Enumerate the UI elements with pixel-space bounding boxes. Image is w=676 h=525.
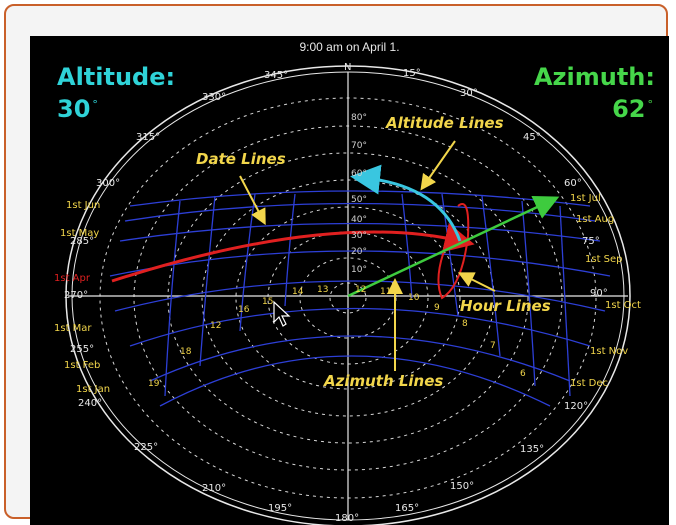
date-sep: 1st Sep	[585, 254, 623, 265]
hour-7: 7	[490, 341, 496, 351]
altitude-lines-label: Altitude Lines	[385, 114, 504, 132]
hour-11: 11	[380, 287, 391, 297]
compass-285: 285°	[70, 236, 94, 247]
diagram-svg: Altitude Lines Date Lines Hour Lines Azi…	[54, 62, 641, 525]
date-jan: 1st Jan	[76, 384, 110, 395]
time-caption: 9:00 am on April 1.	[299, 40, 400, 54]
compass-n: N	[344, 62, 351, 73]
hour-14: 14	[292, 287, 304, 297]
hour-16: 16	[238, 305, 250, 315]
date-mar: 1st Mar	[54, 323, 92, 334]
cursor-icon	[273, 300, 291, 327]
compass-150: 150°	[450, 481, 474, 492]
date-aug: 1st Aug	[576, 214, 614, 225]
date-oct: 1st Oct	[605, 300, 641, 311]
compass-15: 15°	[403, 68, 421, 79]
azimuth-unit: °	[647, 98, 654, 111]
altitude-arc	[350, 164, 462, 242]
compass-270: 270°	[64, 290, 88, 301]
compass-225: 225°	[134, 442, 158, 453]
hour-18: 18	[180, 347, 192, 357]
hour-12: 12	[355, 285, 366, 295]
altitude-title: Altitude:	[57, 63, 176, 91]
hour-12-left: 12	[210, 321, 221, 331]
compass-90: 90°	[590, 288, 608, 299]
date-dec: 1st Dec	[570, 378, 608, 389]
compass-330: 330°	[202, 92, 226, 103]
compass-75: 75°	[582, 236, 600, 247]
analemma	[437, 203, 470, 300]
hour-19: 19	[148, 379, 160, 389]
compass-195: 195°	[268, 503, 292, 514]
hour-lines-label: Hour Lines	[460, 297, 551, 315]
date-feb: 1st Feb	[64, 360, 100, 371]
hour-9: 9	[434, 303, 440, 313]
date-nov: 1st Nov	[590, 346, 628, 357]
compass-315: 315°	[136, 132, 160, 143]
compass-255: 255°	[70, 344, 94, 355]
azimuth-title: Azimuth:	[533, 63, 655, 91]
ring-label-20: 20°	[351, 247, 367, 257]
hour-lines-pointer	[457, 272, 496, 292]
date-may: 1st May	[60, 228, 99, 239]
compass-45: 45°	[523, 132, 541, 143]
compass-165: 165°	[395, 503, 419, 514]
azimuth-value-wrap: 62 °	[612, 92, 653, 122]
sun-path-diagram: 9:00 am on April 1. Altitude: 30 ° Azimut…	[30, 36, 669, 525]
compass-30: 30°	[460, 88, 478, 99]
azimuth-value: 62	[612, 95, 646, 123]
date-jul: 1st Jul	[570, 193, 601, 204]
date-lines-label: Date Lines	[196, 150, 286, 168]
altitude-value-wrap: 30 °	[57, 92, 98, 122]
altitude-value: 30	[57, 95, 91, 123]
date-jun: 1st Jun	[66, 200, 100, 211]
date-lines-pointer	[239, 175, 266, 226]
compass-180: 180°	[335, 513, 359, 524]
compass-345: 345°	[264, 70, 288, 81]
compass-240: 240°	[78, 398, 102, 409]
compass-60: 60°	[564, 178, 582, 189]
compass-120: 120°	[564, 401, 588, 412]
hour-6: 6	[520, 369, 526, 379]
compass-135: 135°	[520, 444, 544, 455]
azimuth-arrow	[347, 196, 560, 298]
ring-label-30: 30°	[351, 231, 367, 241]
ring-label-80: 80°	[351, 113, 367, 123]
ring-label-40: 40°	[351, 215, 367, 225]
hour-13: 13	[317, 285, 328, 295]
april-sun-path	[111, 223, 475, 283]
azimuth-lines-label: Azimuth Lines	[323, 372, 443, 390]
altitude-lines-pointer	[420, 140, 456, 191]
altitude-unit: °	[92, 98, 98, 111]
compass-210: 210°	[202, 483, 226, 494]
hour-10: 10	[408, 293, 420, 303]
hour-15: 15	[262, 297, 273, 307]
ring-label-10: 10°	[351, 265, 367, 275]
outer-ring	[65, 65, 631, 525]
ring-label-60: 60°	[351, 169, 367, 179]
date-apr: 1st Apr	[54, 273, 91, 284]
compass-300: 300°	[96, 178, 120, 189]
ring-label-70: 70°	[351, 141, 367, 151]
ring-label-50: 50°	[351, 195, 367, 205]
hour-8: 8	[462, 319, 468, 329]
